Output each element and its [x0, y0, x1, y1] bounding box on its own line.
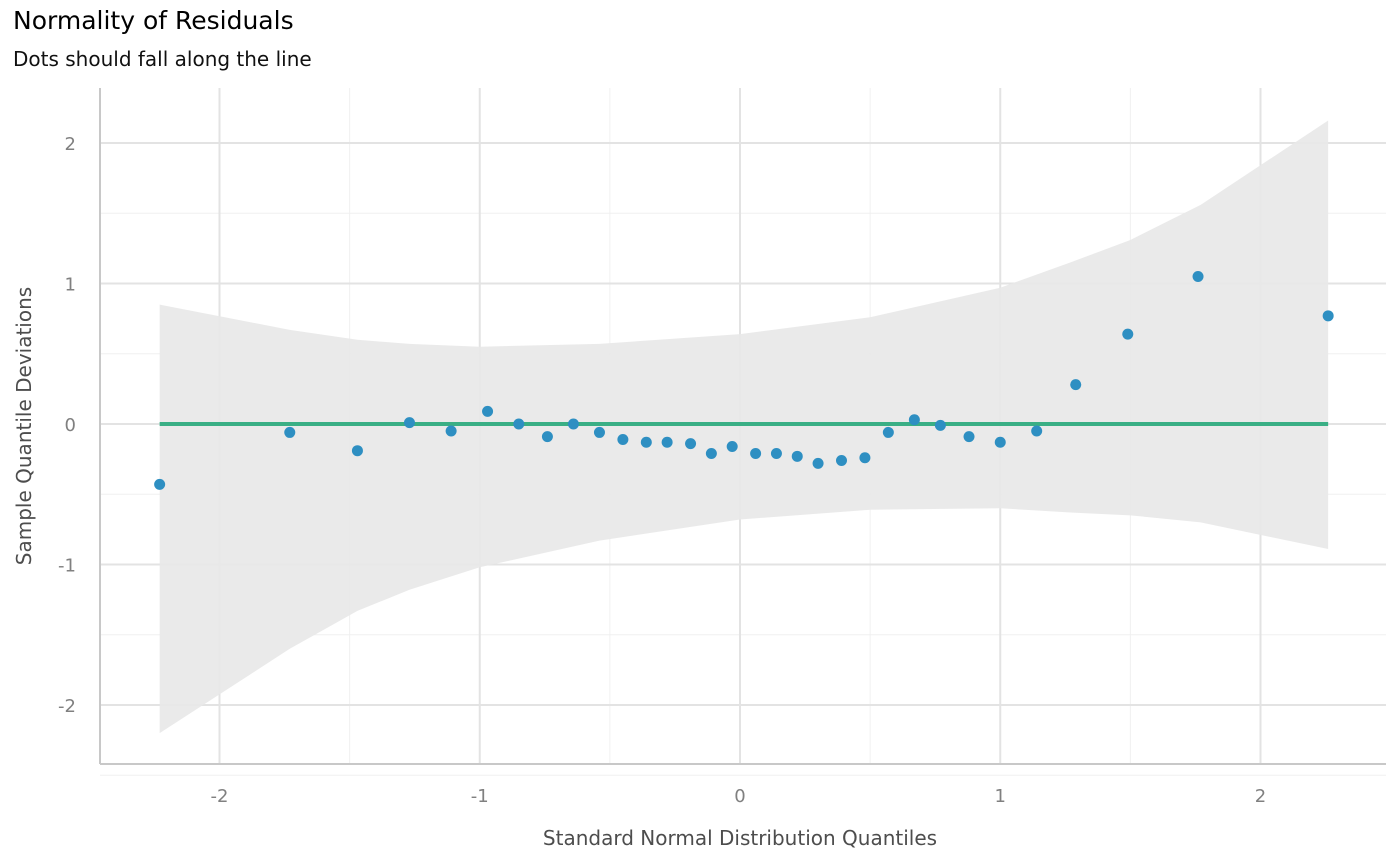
y-tick-label: -2 — [58, 696, 76, 717]
data-point — [1322, 310, 1334, 322]
data-point — [154, 478, 166, 490]
data-point — [859, 452, 871, 464]
data-point — [593, 426, 605, 438]
data-point — [1122, 328, 1134, 340]
data-point — [541, 431, 553, 443]
data-point — [705, 448, 717, 460]
data-point — [617, 433, 629, 445]
data-point — [482, 405, 494, 417]
y-tick-label: -1 — [58, 556, 76, 577]
y-tick-label: 1 — [65, 275, 76, 296]
data-point — [835, 455, 847, 467]
x-tick-label: 1 — [995, 786, 1006, 807]
data-point — [284, 426, 296, 438]
data-point — [726, 440, 738, 452]
data-point — [908, 414, 920, 426]
chart-subtitle: Dots should fall along the line — [13, 47, 312, 71]
x-tick-label: 0 — [734, 786, 745, 807]
chart-title: Normality of Residuals — [13, 6, 294, 35]
data-point — [685, 438, 697, 450]
data-point — [750, 448, 762, 460]
x-tick-label: 2 — [1255, 786, 1266, 807]
data-point — [812, 457, 824, 469]
data-point — [994, 436, 1006, 448]
data-point — [934, 419, 946, 431]
data-point — [640, 436, 652, 448]
x-axis-label: Standard Normal Distribution Quantiles — [543, 826, 937, 850]
x-tick-label: -2 — [211, 786, 229, 807]
y-tick-label: 2 — [65, 134, 76, 155]
x-tick-label: -1 — [471, 786, 489, 807]
data-point — [567, 418, 579, 430]
confidence-band — [159, 120, 1329, 734]
data-point — [513, 418, 525, 430]
data-point — [791, 450, 803, 462]
data-point — [351, 445, 363, 457]
data-point — [770, 448, 782, 460]
y-tick-label: 0 — [65, 415, 76, 436]
data-point — [1031, 425, 1043, 437]
data-point — [963, 431, 975, 443]
data-point — [1070, 379, 1082, 391]
data-point — [403, 417, 415, 429]
data-point — [445, 425, 457, 437]
data-point — [882, 426, 894, 438]
data-point — [1192, 270, 1204, 282]
data-point — [661, 436, 673, 448]
y-axis-label: Sample Quantile Deviations — [12, 287, 36, 565]
